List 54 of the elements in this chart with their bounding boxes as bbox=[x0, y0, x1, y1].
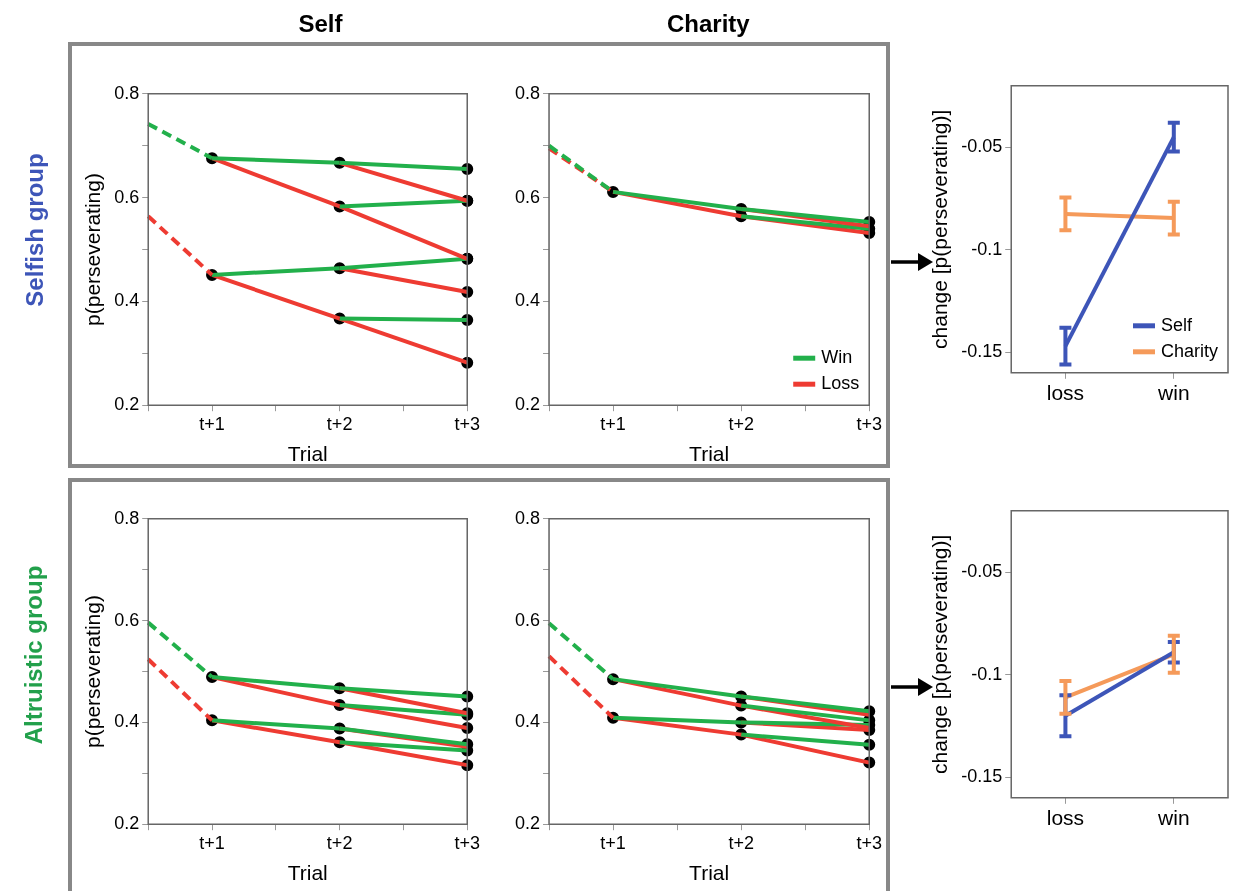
x-tick-label: win bbox=[1157, 806, 1190, 830]
x-axis-title: Trial bbox=[689, 442, 730, 466]
x-axis-title: Trial bbox=[287, 442, 328, 466]
y-axis-title: p(perseverating) bbox=[81, 595, 105, 748]
x-tick-label: t+3 bbox=[454, 832, 480, 853]
x-tick-label: win bbox=[1157, 381, 1190, 405]
chart-title: Self bbox=[298, 10, 343, 38]
x-tick-label: t+3 bbox=[856, 832, 882, 853]
text: Altruistic group bbox=[19, 565, 48, 745]
x-axis-title: Trial bbox=[689, 861, 730, 885]
x-tick-label: t+2 bbox=[728, 832, 754, 853]
x-tick-label: t+1 bbox=[600, 832, 626, 853]
x-tick-label: t+1 bbox=[199, 413, 225, 434]
y-tick-label: -0.1 bbox=[971, 663, 1003, 684]
y-tick-label: 0.8 bbox=[514, 82, 541, 103]
text: Selfish group bbox=[20, 153, 49, 307]
y-axis-title: p(perseverating) bbox=[81, 173, 105, 326]
x-tick-label: loss bbox=[1046, 381, 1085, 405]
y-tick-label: 0.6 bbox=[514, 186, 541, 207]
y-tick-label: 0.2 bbox=[114, 394, 140, 415]
y-tick-label: 0.4 bbox=[114, 290, 140, 311]
y-tick-label: -0.05 bbox=[961, 561, 1003, 582]
y-tick-label: 0.4 bbox=[114, 711, 140, 732]
legend-label: Self bbox=[1160, 314, 1193, 335]
y-tick-label: 0.2 bbox=[514, 813, 541, 834]
chart-title: Charity bbox=[667, 10, 750, 38]
x-tick-label: t+3 bbox=[454, 413, 480, 434]
x-axis-title: Trial bbox=[287, 861, 328, 885]
y-tick-label: 0.6 bbox=[114, 609, 140, 630]
x-tick-label: t+1 bbox=[600, 413, 626, 434]
x-tick-label: t+3 bbox=[856, 413, 882, 434]
x-tick-label: t+2 bbox=[728, 413, 754, 434]
y-tick-label: 0.8 bbox=[114, 507, 140, 528]
legend-label: Charity bbox=[1160, 340, 1218, 361]
y-tick-label: 0.4 bbox=[514, 290, 541, 311]
y-tick-label: -0.15 bbox=[961, 341, 1003, 362]
legend-label: Win bbox=[821, 347, 853, 368]
y-tick-label: 0.8 bbox=[114, 82, 140, 103]
y-tick-label: 0.6 bbox=[114, 186, 140, 207]
x-tick-label: loss bbox=[1046, 806, 1085, 830]
y-tick-label: 0.4 bbox=[514, 711, 541, 732]
y-tick-label: -0.1 bbox=[971, 238, 1003, 259]
y-tick-label: 0.8 bbox=[514, 507, 541, 528]
x-tick-label: t+1 bbox=[199, 832, 225, 853]
legend-label: Loss bbox=[821, 373, 860, 394]
y-axis-title: change [p(perseverating)] bbox=[928, 534, 952, 774]
y-tick-label: -0.05 bbox=[961, 136, 1003, 157]
y-tick-label: -0.15 bbox=[961, 766, 1003, 787]
y-tick-label: 0.6 bbox=[514, 609, 541, 630]
y-axis-title: change [p(perseverating)] bbox=[928, 109, 952, 349]
x-tick-label: t+2 bbox=[326, 832, 353, 853]
y-tick-label: 0.2 bbox=[114, 813, 140, 834]
x-tick-label: t+2 bbox=[326, 413, 353, 434]
y-tick-label: 0.2 bbox=[514, 394, 541, 415]
